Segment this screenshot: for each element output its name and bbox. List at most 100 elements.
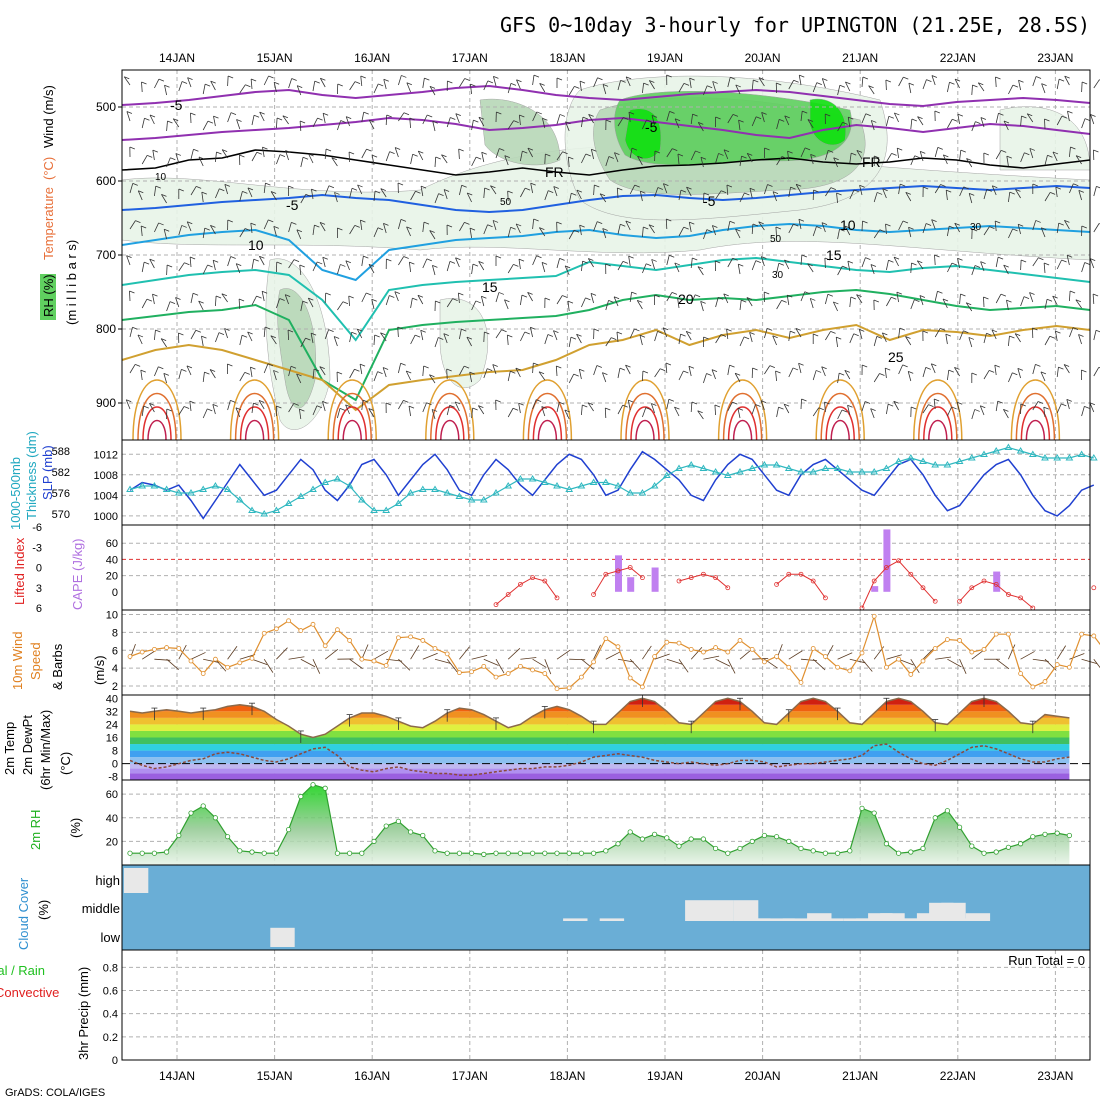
- upper-wind-barb-flag: [582, 404, 588, 408]
- upper-wind-barb-flag: [221, 293, 228, 297]
- upper-wind-barb-flag: [732, 401, 738, 405]
- upper-wind-barb-flag: [299, 264, 305, 268]
- surface-wind-barb: [276, 647, 288, 660]
- upper-wind-barb: [215, 188, 220, 199]
- upper-wind-barb: [319, 366, 326, 376]
- upper-wind-barb-flag: [1070, 146, 1076, 150]
- upper-wind-barb: [807, 263, 814, 273]
- upper-wind-barb: [1055, 187, 1058, 198]
- upper-wind-barb: [443, 333, 448, 344]
- wind-speed-point: [408, 634, 414, 640]
- upper-wind-barb: [1055, 331, 1058, 342]
- upper-wind-barb: [178, 81, 183, 92]
- upper-wind-barb-flag: [354, 368, 360, 372]
- upper-wind-barb: [359, 364, 363, 375]
- upper-wind-barb-flag: [310, 332, 317, 336]
- wind-unit-label-group: (m/s): [92, 655, 107, 685]
- surface-isotherm-loop: [522, 379, 573, 441]
- upper-wind-barb: [727, 365, 730, 376]
- upper-wind-barb: [1081, 118, 1086, 129]
- upper-wind-barb: [1069, 183, 1074, 194]
- isotherm-line: [121, 116, 1091, 141]
- upper-wind-barb-flag: [291, 78, 297, 81]
- wind-speed-point: [542, 671, 548, 676]
- upper-wind-barb-flag: [672, 148, 678, 151]
- upper-wind-barb: [788, 187, 791, 198]
- upper-wind-barb-flag: [752, 223, 759, 227]
- li-tick-label: -3: [32, 542, 42, 554]
- upper-wind-barb-flag: [253, 402, 259, 406]
- upper-wind-barb-flag: [972, 228, 978, 232]
- upper-wind-barb-flag: [842, 121, 848, 125]
- upper-wind-barb: [995, 113, 999, 124]
- upper-wind-barb: [515, 223, 521, 234]
- upper-wind-barb: [507, 120, 514, 130]
- upper-wind-barb: [1003, 120, 1009, 131]
- upper-wind-barb: [1056, 403, 1062, 414]
- upper-wind-barb-flag: [743, 336, 750, 340]
- upper-wind-barb-flag: [974, 265, 981, 268]
- upper-wind-barb-flag: [637, 300, 643, 303]
- upper-wind-barb: [556, 114, 561, 125]
- upper-wind-barb-flag: [674, 406, 680, 410]
- upper-wind-barb: [602, 228, 607, 239]
- lifted-index-line: [776, 573, 826, 599]
- upper-wind-barb-flag: [908, 226, 914, 230]
- upper-wind-barb: [417, 295, 424, 305]
- thickness-point: [272, 506, 281, 513]
- upper-wind-barb-flag: [559, 401, 565, 405]
- wind-speed-point: [420, 638, 426, 643]
- upper-wind-barb-flag: [1032, 327, 1038, 331]
- upper-wind-barb-flag: [1006, 155, 1012, 159]
- upper-wind-barb-flag: [345, 404, 351, 408]
- upper-wind-barb: [324, 329, 329, 340]
- upper-wind-barb-flag: [435, 300, 441, 304]
- upper-wind-barb: [541, 406, 546, 417]
- upper-wind-barb-flag: [427, 114, 433, 118]
- upper-wind-barb: [312, 117, 318, 128]
- upper-wind-barb-flag: [874, 155, 880, 159]
- upper-wind-barb-flag: [732, 114, 739, 117]
- upper-wind-barb-flag: [1090, 258, 1096, 262]
- upper-wind-barb: [662, 327, 668, 338]
- upper-wind-barb-flag: [250, 222, 256, 226]
- upper-wind-barb: [420, 330, 424, 341]
- upper-wind-barb-flag: [296, 373, 302, 377]
- upper-wind-barb: [786, 295, 790, 306]
- pressure-tick-label: 600: [96, 174, 116, 188]
- upper-wind-barb: [775, 226, 777, 238]
- upper-wind-barb: [282, 115, 289, 125]
- footer-credit: GrADS: COLA/IGES: [5, 1087, 105, 1099]
- upper-wind-barb: [457, 293, 460, 304]
- upper-wind-barb: [896, 292, 899, 303]
- upper-wind-barb-flag: [836, 192, 842, 196]
- upper-wind-barb-flag: [359, 363, 366, 367]
- isotherm-line: [121, 184, 1091, 214]
- upper-wind-barb-flag: [438, 337, 444, 340]
- lifted-index-point: [798, 571, 804, 577]
- upper-wind-barb: [361, 400, 364, 411]
- upper-wind-barb: [368, 408, 375, 418]
- wind-speed-point: [688, 646, 694, 652]
- surface-wind-barb: [581, 658, 595, 670]
- upper-wind-barb-flag: [654, 294, 660, 298]
- surface-wind-barb: [495, 659, 505, 674]
- wind-speed-point: [737, 638, 743, 643]
- upper-wind-barb-flag: [201, 191, 207, 195]
- upper-wind-barb-flag: [821, 222, 828, 225]
- upper-wind-barb-flag: [282, 115, 289, 119]
- upper-wind-barb-flag: [876, 192, 883, 195]
- upper-wind-barb-flag: [911, 406, 917, 410]
- lifted-index-point: [810, 578, 816, 584]
- upper-wind-barb: [129, 290, 131, 302]
- upper-wind-barb: [971, 409, 976, 420]
- upper-wind-barb-flag: [186, 365, 193, 369]
- upper-wind-barb-flag: [417, 294, 424, 298]
- upper-wind-barb: [409, 118, 411, 129]
- rh-point: [1066, 832, 1073, 839]
- lifted-index-point: [493, 602, 499, 608]
- cloud-middle-label: middle: [82, 901, 120, 916]
- upper-wind-barb: [471, 300, 477, 311]
- upper-wind-barb-flag: [683, 82, 690, 86]
